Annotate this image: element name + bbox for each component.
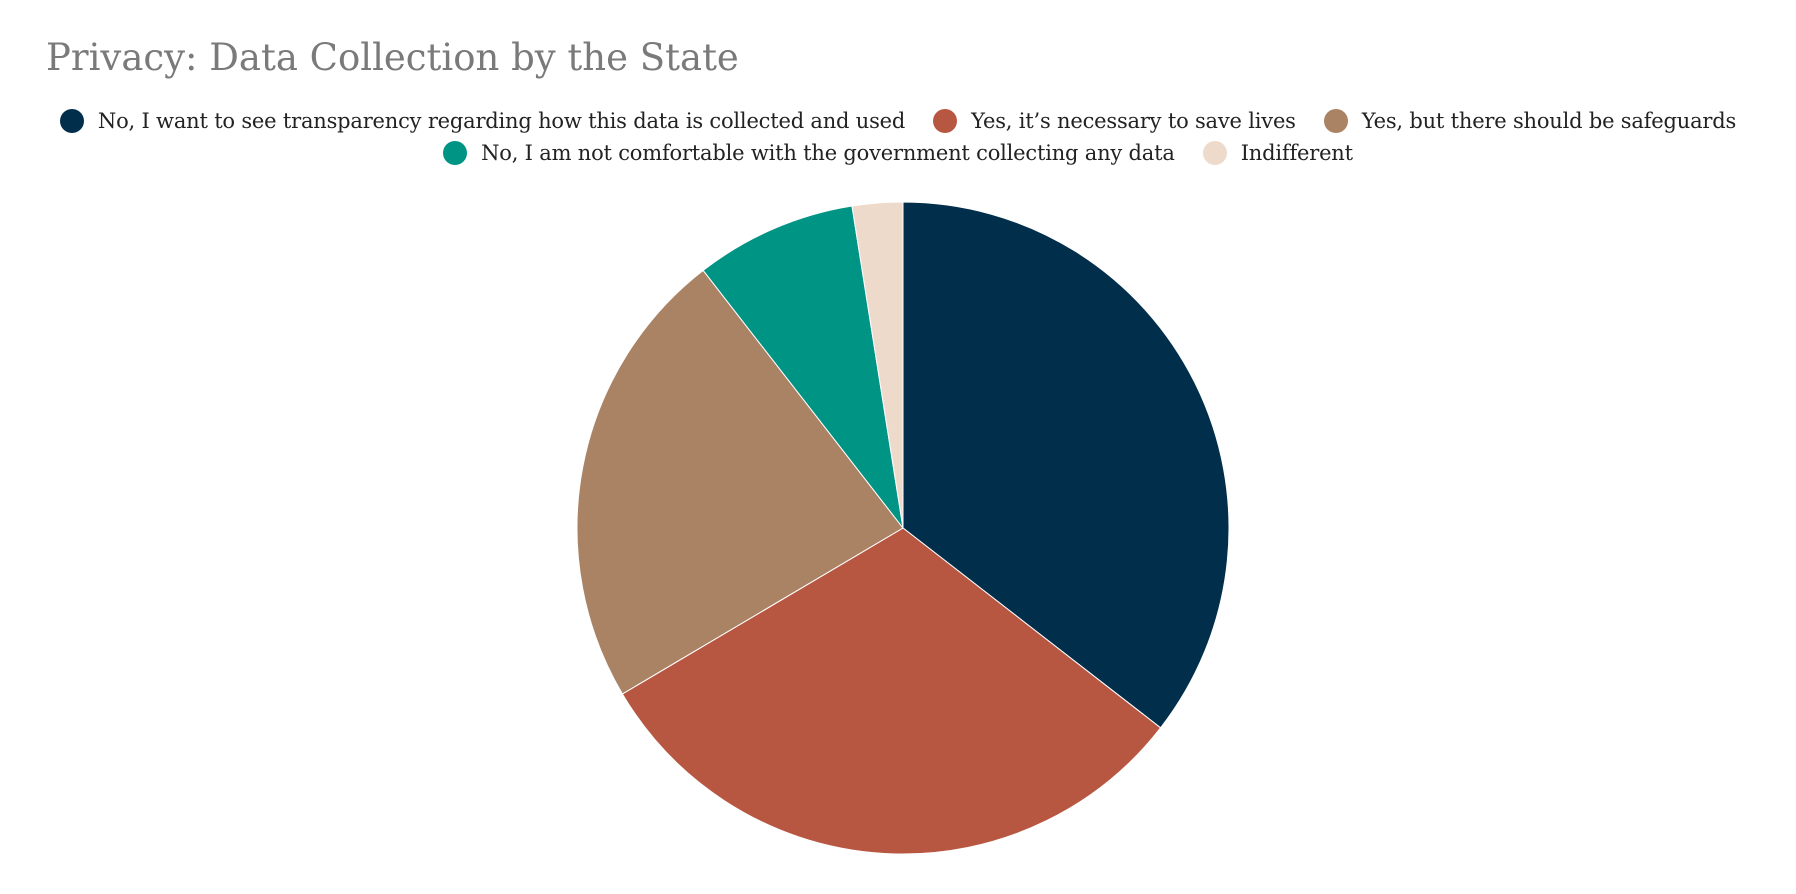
legend-swatch bbox=[1202, 140, 1227, 165]
pie-slice-safeguards[interactable] bbox=[576, 269, 904, 695]
legend-label: Yes, but there should be safeguards bbox=[1361, 108, 1737, 133]
legend: No, I want to see transparency regarding… bbox=[30, 108, 1766, 165]
legend-label: No, I am not comfortable with the govern… bbox=[481, 140, 1175, 165]
legend-item-indifferent[interactable]: Indifferent bbox=[1202, 140, 1353, 165]
pie-slice-necessary[interactable] bbox=[621, 527, 1162, 855]
legend-label: Indifferent bbox=[1240, 140, 1353, 165]
legend-label: No, I want to see transparency regarding… bbox=[97, 108, 906, 133]
legend-swatch bbox=[443, 140, 468, 165]
legend-swatch bbox=[59, 108, 84, 133]
legend-swatch bbox=[1323, 108, 1348, 133]
legend-label: Yes, it’s necessary to save lives bbox=[971, 108, 1296, 133]
legend-item-necessary[interactable]: Yes, it’s necessary to save lives bbox=[933, 108, 1296, 133]
pie-slice-not-comfortable[interactable] bbox=[702, 205, 904, 529]
legend-swatch bbox=[933, 108, 958, 133]
legend-item-safeguards[interactable]: Yes, but there should be safeguards bbox=[1323, 108, 1737, 133]
pie-slice-transparency[interactable] bbox=[902, 201, 1230, 729]
legend-item-not-comfortable[interactable]: No, I am not comfortable with the govern… bbox=[443, 140, 1175, 165]
pie-slice-indifferent[interactable] bbox=[851, 201, 904, 529]
chart-title: Privacy: Data Collection by the State bbox=[46, 36, 739, 79]
legend-item-transparency[interactable]: No, I want to see transparency regarding… bbox=[59, 108, 906, 133]
